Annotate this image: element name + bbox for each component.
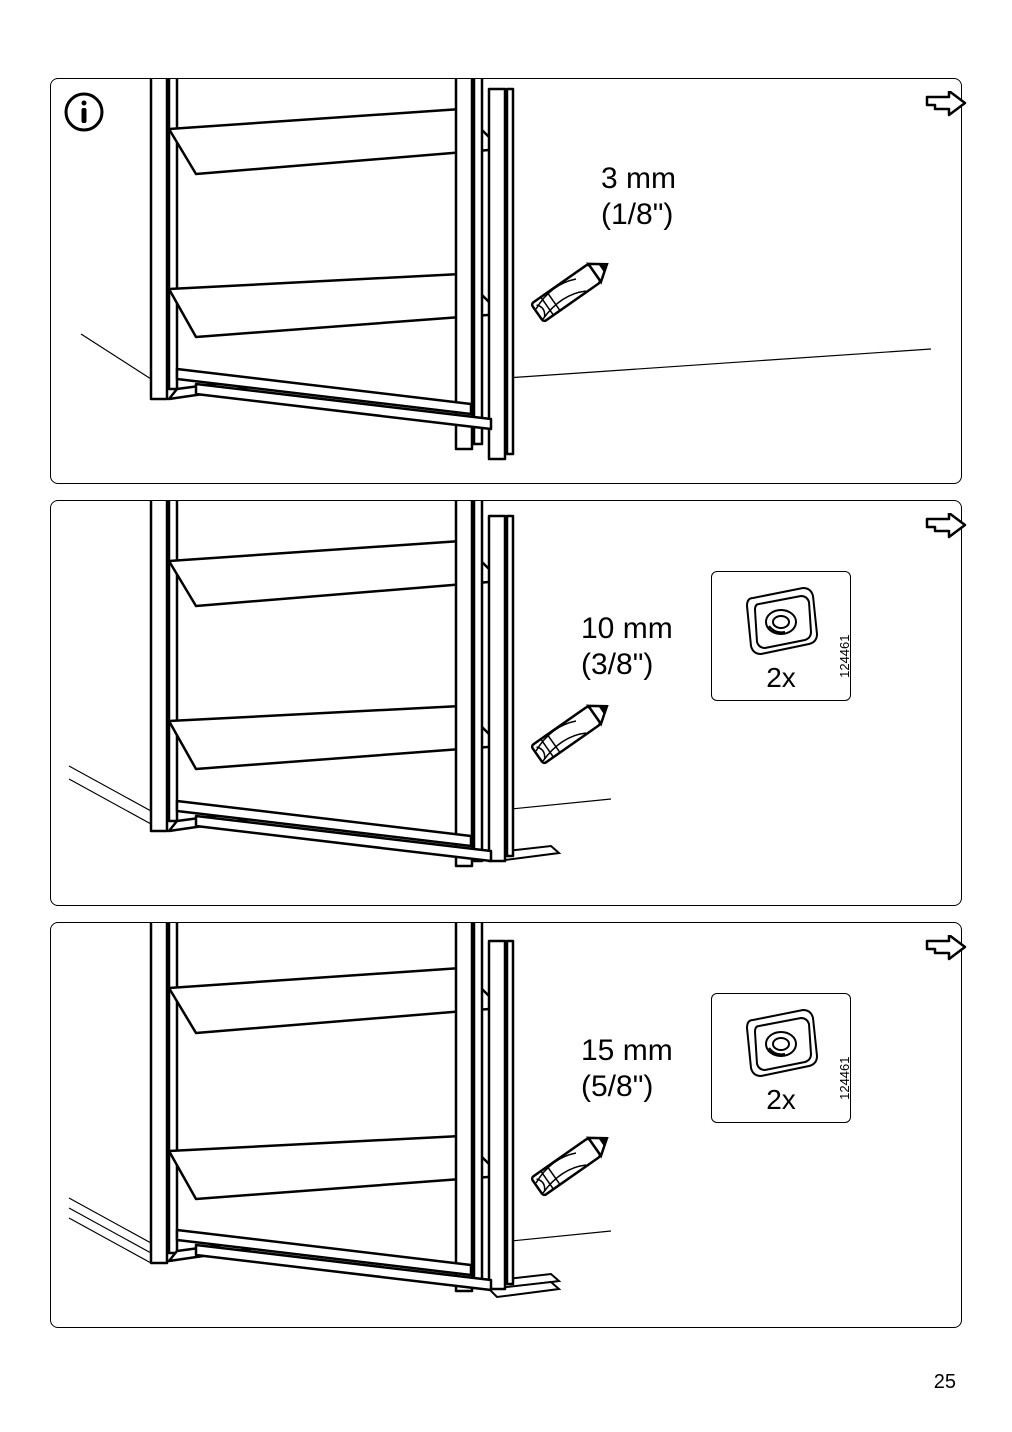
hardware-partnum: 124461 xyxy=(837,635,852,678)
next-arrow-icon xyxy=(919,513,967,561)
hardware-foot-icon xyxy=(731,576,831,666)
panel-illustration xyxy=(51,79,959,481)
measurement-in: (3/8") xyxy=(581,647,673,683)
measurement-label: 3 mm (1/8") xyxy=(601,161,676,233)
hardware-foot-icon xyxy=(731,998,831,1088)
measurement-label: 15 mm (5/8") xyxy=(581,1033,673,1105)
pencil-icon xyxy=(531,255,613,322)
page-number: 25 xyxy=(934,1371,956,1394)
hardware-callout: 2x 124461 xyxy=(711,571,851,701)
hardware-qty: 2x xyxy=(712,1084,850,1116)
info-icon xyxy=(63,91,105,133)
pencil-icon xyxy=(531,697,613,764)
instruction-panel-2: 10 mm (3/8") 2x 124461 xyxy=(50,500,962,906)
hardware-callout: 2x 124461 xyxy=(711,993,851,1123)
instruction-panel-1: 3 mm (1/8") xyxy=(50,78,962,484)
instruction-panel-3: 15 mm (5/8") 2x 124461 xyxy=(50,922,962,1328)
measurement-mm: 15 mm xyxy=(581,1033,673,1069)
measurement-mm: 3 mm xyxy=(601,161,676,197)
hardware-qty: 2x xyxy=(712,662,850,694)
measurement-label: 10 mm (3/8") xyxy=(581,611,673,683)
measurement-in: (1/8") xyxy=(601,197,676,233)
measurement-in: (5/8") xyxy=(581,1069,673,1105)
next-arrow-icon xyxy=(919,91,967,139)
hardware-partnum: 124461 xyxy=(837,1057,852,1100)
measurement-mm: 10 mm xyxy=(581,611,673,647)
panel-illustration xyxy=(51,923,959,1325)
next-arrow-icon xyxy=(919,935,967,983)
pencil-icon xyxy=(531,1129,613,1196)
panel-illustration xyxy=(51,501,959,903)
